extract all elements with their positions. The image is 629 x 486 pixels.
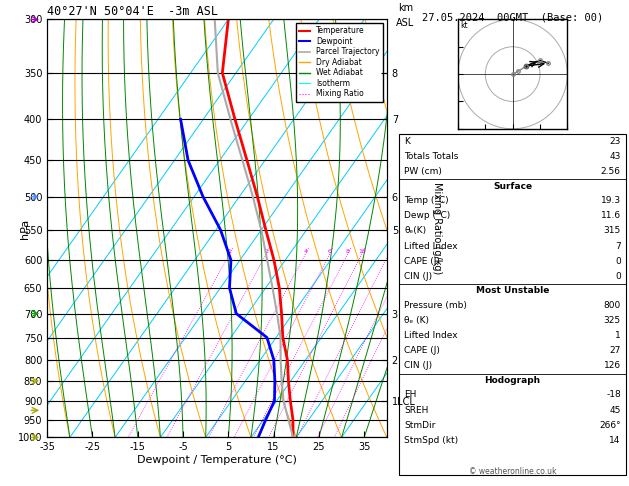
Text: SREH: SREH bbox=[404, 405, 429, 415]
Text: 0: 0 bbox=[615, 257, 621, 266]
Text: kt: kt bbox=[460, 20, 469, 30]
Text: CIN (J): CIN (J) bbox=[404, 272, 433, 281]
Text: 0: 0 bbox=[615, 272, 621, 281]
Text: K: K bbox=[404, 137, 410, 146]
Text: 27: 27 bbox=[610, 347, 621, 355]
Text: 8: 8 bbox=[345, 249, 350, 254]
Text: 40°27'N 50°04'E  -3m ASL: 40°27'N 50°04'E -3m ASL bbox=[47, 5, 218, 18]
Text: 19.3: 19.3 bbox=[601, 196, 621, 205]
Text: © weatheronline.co.uk: © weatheronline.co.uk bbox=[469, 467, 557, 476]
Text: Most Unstable: Most Unstable bbox=[476, 286, 549, 295]
Text: PW (cm): PW (cm) bbox=[404, 167, 442, 176]
Text: 7: 7 bbox=[615, 242, 621, 250]
Text: 11.6: 11.6 bbox=[601, 211, 621, 220]
Text: 27.05.2024  00GMT  (Base: 00): 27.05.2024 00GMT (Base: 00) bbox=[422, 12, 603, 22]
Text: 23: 23 bbox=[610, 137, 621, 146]
Text: Lifted Index: Lifted Index bbox=[404, 331, 458, 340]
Text: 266°: 266° bbox=[599, 421, 621, 430]
Text: Surface: Surface bbox=[493, 182, 532, 191]
Text: 325: 325 bbox=[604, 316, 621, 325]
Text: θₑ(K): θₑ(K) bbox=[404, 226, 426, 235]
Text: EH: EH bbox=[404, 390, 417, 399]
Text: 43: 43 bbox=[610, 152, 621, 161]
Text: 2: 2 bbox=[264, 249, 268, 254]
Text: 6: 6 bbox=[328, 249, 331, 254]
X-axis label: Dewpoint / Temperature (°C): Dewpoint / Temperature (°C) bbox=[137, 455, 297, 465]
Text: 315: 315 bbox=[604, 226, 621, 235]
Text: StmDir: StmDir bbox=[404, 421, 436, 430]
Text: 14: 14 bbox=[610, 436, 621, 445]
Text: Hodograph: Hodograph bbox=[484, 376, 541, 385]
Text: CIN (J): CIN (J) bbox=[404, 362, 433, 370]
Text: StmSpd (kt): StmSpd (kt) bbox=[404, 436, 459, 445]
Text: Pressure (mb): Pressure (mb) bbox=[404, 301, 467, 310]
Text: Lifted Index: Lifted Index bbox=[404, 242, 458, 250]
Text: 126: 126 bbox=[604, 362, 621, 370]
Text: 1: 1 bbox=[615, 331, 621, 340]
Text: 4: 4 bbox=[303, 249, 308, 254]
Text: km: km bbox=[398, 3, 413, 13]
Text: -18: -18 bbox=[606, 390, 621, 399]
Text: 800: 800 bbox=[604, 301, 621, 310]
Text: hPa: hPa bbox=[20, 218, 30, 239]
Text: Dewp (°C): Dewp (°C) bbox=[404, 211, 451, 220]
Legend: Temperature, Dewpoint, Parcel Trajectory, Dry Adiabat, Wet Adiabat, Isotherm, Mi: Temperature, Dewpoint, Parcel Trajectory… bbox=[296, 23, 383, 102]
Text: 1: 1 bbox=[228, 249, 231, 254]
Text: 45: 45 bbox=[610, 405, 621, 415]
Y-axis label: Mixing Ratio (g/kg): Mixing Ratio (g/kg) bbox=[432, 182, 442, 275]
Text: θₑ (K): θₑ (K) bbox=[404, 316, 430, 325]
Text: ASL: ASL bbox=[396, 17, 415, 28]
Text: Temp (°C): Temp (°C) bbox=[404, 196, 449, 205]
Text: 2.56: 2.56 bbox=[601, 167, 621, 176]
Text: Totals Totals: Totals Totals bbox=[404, 152, 459, 161]
Text: CAPE (J): CAPE (J) bbox=[404, 347, 440, 355]
Text: 10: 10 bbox=[358, 249, 365, 254]
Text: CAPE (J): CAPE (J) bbox=[404, 257, 440, 266]
